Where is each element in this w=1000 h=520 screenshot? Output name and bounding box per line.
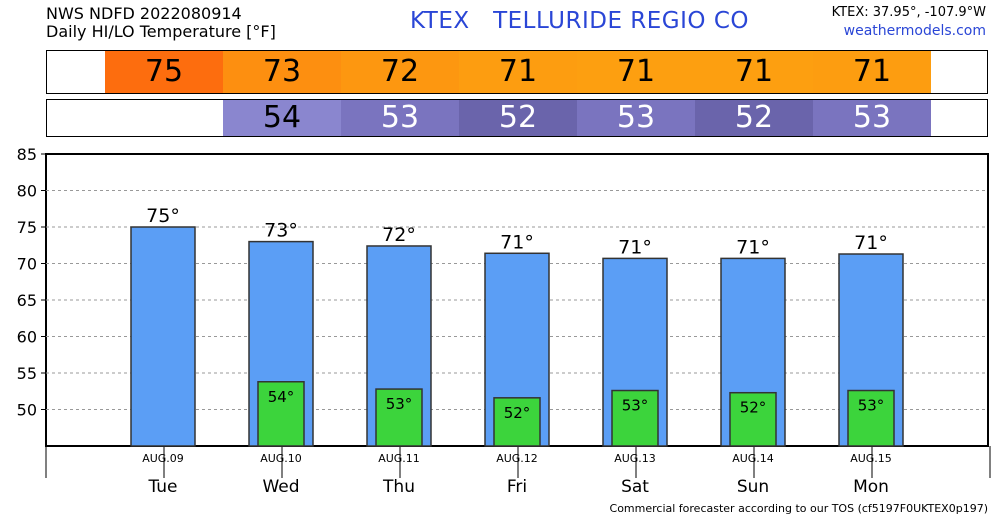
high-temp-label: 73° (264, 220, 298, 242)
low-temp-cell: 52 (695, 100, 813, 136)
station-coordinates: KTEX: 37.95°, -107.9°W (831, 5, 986, 20)
low-temp-label: 52° (504, 404, 531, 422)
day-label: Sat (621, 477, 649, 497)
footer-note: Commercial forecaster according to our T… (609, 502, 988, 515)
low-temp-cell: 53 (577, 100, 695, 136)
day-label: Mon (853, 477, 889, 497)
low-temp-cell: 54 (223, 100, 341, 136)
day-label: Tue (147, 477, 177, 497)
low-temp-bar (847, 389, 895, 447)
low-temperature-strip: 54 53 52 53 52 53 (46, 99, 988, 137)
low-temp-bar (257, 381, 305, 447)
date-label: AUG.12 (496, 452, 538, 465)
high-temp-label: 72° (382, 224, 416, 246)
high-temp-label: 75° (146, 205, 180, 227)
low-temp-bar (493, 397, 541, 447)
day-label: Sun (737, 477, 769, 497)
low-temp-label: 53° (622, 397, 649, 415)
day-label: Wed (262, 477, 299, 497)
high-temp-label: 71° (736, 236, 770, 258)
product-label: NWS NDFD 2022080914 (46, 4, 242, 23)
low-temp-label: 52° (740, 399, 767, 417)
low-temp-label: 54° (268, 388, 295, 406)
high-temp-cell: 71 (695, 51, 813, 93)
date-label: AUG.15 (850, 452, 892, 465)
low-temp-cell: 52 (459, 100, 577, 136)
high-temp-cell: 71 (813, 51, 931, 93)
high-temp-cell: 71 (459, 51, 577, 93)
low-temp-cell: 53 (341, 100, 459, 136)
high-temp-cell: 71 (577, 51, 695, 93)
station-title: KTEX TELLURIDE REGIO CO (410, 8, 749, 34)
high-temp-label: 71° (500, 231, 534, 253)
date-label: AUG.14 (732, 452, 774, 465)
site-link[interactable]: weathermodels.com (843, 23, 986, 39)
high-temp-cell: 75 (105, 51, 223, 93)
high-temp-bar (130, 226, 196, 447)
low-temp-bar (375, 388, 423, 447)
low-temp-cell: 53 (813, 100, 931, 136)
date-label: AUG.09 (142, 452, 184, 465)
date-label: AUG.13 (614, 452, 656, 465)
y-tick-label: 80 (17, 182, 37, 201)
y-tick-label: 85 (17, 145, 37, 164)
y-tick-label: 75 (17, 218, 37, 237)
y-tick-label: 65 (17, 291, 37, 310)
high-temperature-strip: 75 73 72 71 71 71 71 (46, 50, 988, 94)
y-tick-label: 70 (17, 255, 37, 274)
y-tick-label: 55 (17, 364, 37, 383)
day-label: Thu (382, 477, 415, 497)
date-label: AUG.10 (260, 452, 302, 465)
day-label: Fri (507, 477, 527, 497)
y-tick-label: 50 (17, 401, 37, 420)
low-temp-bar (611, 389, 659, 447)
high-temp-cell: 72 (341, 51, 459, 93)
y-tick-label: 60 (17, 328, 37, 347)
variable-label: Daily HI/LO Temperature [°F] (46, 22, 276, 41)
date-label: AUG.11 (378, 452, 420, 465)
high-temp-cell: 73 (223, 51, 341, 93)
low-temp-label: 53° (858, 397, 885, 415)
high-temp-label: 71° (618, 236, 652, 258)
low-temp-label: 53° (386, 395, 413, 413)
low-temp-bar (729, 391, 777, 447)
high-temp-label: 71° (854, 232, 888, 254)
